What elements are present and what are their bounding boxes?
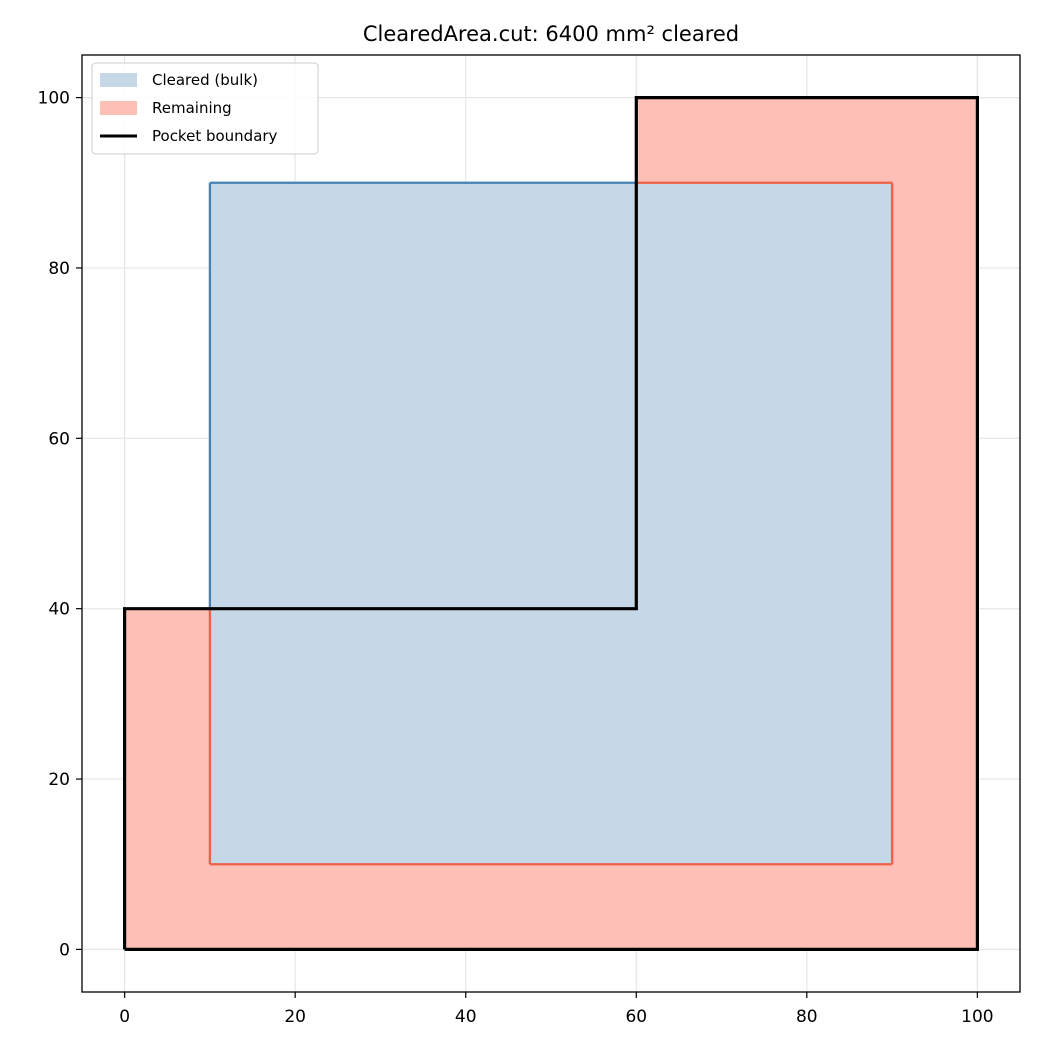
tick-layer: 0 20 40 60 80 100 0 20 40 60 80 100 [38,89,994,1027]
x-tick-label: 0 [119,1007,130,1027]
legend-swatch-cleared [100,73,137,87]
y-tick-label: 0 [59,940,70,960]
y-tick-label: 80 [48,259,70,279]
x-tick-label: 60 [625,1007,647,1027]
x-tick-label: 80 [796,1007,818,1027]
line-layer [122,95,980,952]
y-tick-label: 40 [48,600,70,620]
legend-box [91,62,319,155]
y-tick-label: 100 [38,89,70,109]
y-tick-label: 60 [48,429,70,449]
legend-swatch-remaining [100,101,137,115]
legend: Cleared (bulk) Remaining Pocket boundary [91,62,319,155]
x-tick-label: 100 [961,1007,993,1027]
legend-label: Pocket boundary [152,127,278,145]
area-layer [124,97,978,950]
chart-title: ClearedArea.cut: 6400 mm² cleared [363,22,739,46]
cleared-area [209,182,893,865]
x-tick-label: 20 [284,1007,306,1027]
plot-frame [81,54,1021,993]
legend-label: Cleared (bulk) [152,71,258,89]
legend-label: Remaining [152,99,232,117]
pocket-boundary-line [122,95,980,952]
y-tick-label: 20 [48,770,70,790]
x-tick-label: 40 [455,1007,477,1027]
